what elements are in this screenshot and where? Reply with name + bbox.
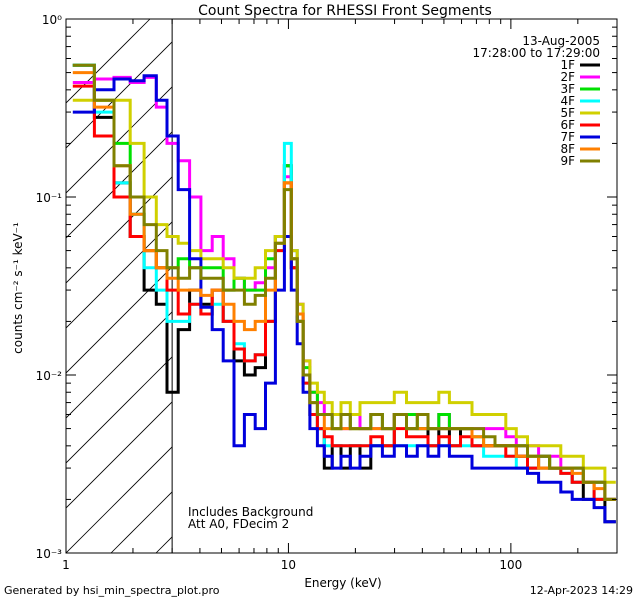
y-tick-label: 10⁻²	[36, 369, 63, 383]
legend-label-3f: 3F	[560, 82, 575, 96]
hatch-line	[336, 19, 640, 553]
series-layer	[72, 63, 616, 524]
series-line-6f	[72, 84, 616, 501]
timestamp-label: 12-Apr-2023 14:29	[529, 584, 633, 597]
legend-label-6f: 6F	[560, 118, 575, 132]
x-tick-label: 10	[281, 558, 296, 572]
hatch-line	[606, 19, 640, 553]
series-line-1f	[72, 63, 616, 524]
series-line-9f	[72, 63, 616, 501]
legend-label-7f: 7F	[560, 130, 575, 144]
y-tick-label: 10⁻¹	[36, 191, 63, 205]
hatch-line	[66, 401, 173, 509]
series-line-7f	[72, 74, 616, 524]
date-label: 13-Aug-2005	[522, 34, 600, 48]
axis-ticks	[65, 18, 618, 554]
hatch-line	[66, 86, 173, 194]
hatch-line	[381, 19, 640, 553]
legend-label-1f: 1F	[560, 58, 575, 72]
series-line-2f	[72, 75, 616, 501]
hatch-line	[66, 266, 173, 374]
annotation-attenuator: Att A0, FDecim 2	[188, 517, 289, 531]
hatch-line	[66, 221, 173, 329]
series-line-3f	[72, 63, 616, 501]
x-tick-label: 100	[499, 558, 522, 572]
x-tick-labels: 1 10 100	[62, 558, 522, 572]
hatch-line	[66, 446, 173, 553]
series-line-8f	[72, 71, 616, 501]
legend-label-8f: 8F	[560, 142, 575, 156]
y-tick-label: 10⁰	[42, 13, 62, 27]
legend-label-4f: 4F	[560, 94, 575, 108]
x-tick-label: 1	[62, 558, 70, 572]
chart-title: Count Spectra for RHESSI Front Segments	[198, 3, 492, 19]
hatch-line	[291, 19, 640, 553]
y-tick-label: 10⁻³	[36, 547, 63, 561]
time-range-label: 17:28:00 to 17:29:00	[473, 46, 600, 60]
legend-label-2f: 2F	[560, 70, 575, 84]
annotation-background: Includes Background	[188, 505, 313, 519]
generated-by-label: Generated by hsi_min_spectra_plot.pro	[4, 584, 220, 597]
series-line-4f	[72, 63, 616, 501]
legend-label-5f: 5F	[560, 106, 575, 120]
hatch-line	[471, 19, 640, 553]
hatch-line	[66, 131, 173, 239]
x-axis-label: Energy (keV)	[304, 576, 381, 590]
y-tick-labels: 10⁻³ 10⁻² 10⁻¹ 10⁰	[36, 13, 63, 561]
plot-frame	[65, 18, 618, 554]
y-axis-label: counts cm⁻² s⁻¹ keV⁻¹	[11, 222, 25, 354]
legend-label-9f: 9F	[560, 154, 575, 168]
